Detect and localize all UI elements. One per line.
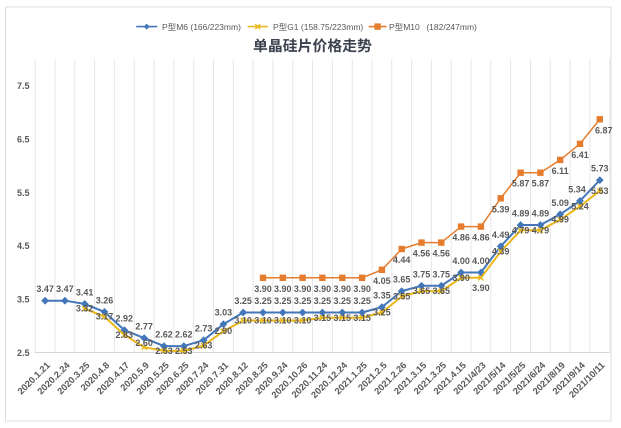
svg-text:4.89: 4.89 bbox=[532, 209, 550, 219]
svg-text:4.56: 4.56 bbox=[413, 249, 431, 259]
svg-text:4.89: 4.89 bbox=[512, 209, 530, 219]
svg-text:3.10: 3.10 bbox=[254, 316, 272, 326]
svg-text:2.77: 2.77 bbox=[135, 322, 153, 332]
svg-text:4.00: 4.00 bbox=[472, 256, 490, 266]
svg-text:2.53: 2.53 bbox=[155, 346, 173, 356]
svg-text:5.5: 5.5 bbox=[17, 188, 30, 198]
svg-text:5.87: 5.87 bbox=[512, 179, 530, 189]
svg-text:3.47: 3.47 bbox=[36, 284, 54, 294]
svg-text:3.17: 3.17 bbox=[96, 312, 114, 322]
svg-text:6.87: 6.87 bbox=[595, 125, 613, 135]
svg-text:3.41: 3.41 bbox=[76, 287, 94, 297]
svg-text:3.26: 3.26 bbox=[96, 295, 114, 305]
svg-text:P: P bbox=[389, 22, 395, 32]
svg-text:3.32: 3.32 bbox=[76, 304, 94, 314]
svg-text:2.53: 2.53 bbox=[175, 346, 193, 356]
svg-text:2.62: 2.62 bbox=[175, 330, 193, 340]
svg-text:3.90: 3.90 bbox=[452, 273, 470, 283]
svg-text:3.75: 3.75 bbox=[433, 269, 451, 279]
svg-text:3.25: 3.25 bbox=[254, 296, 272, 306]
svg-text:3.90: 3.90 bbox=[274, 284, 292, 294]
svg-text:4.5: 4.5 bbox=[17, 241, 30, 251]
svg-text:3.10: 3.10 bbox=[294, 316, 312, 326]
svg-text:6.41: 6.41 bbox=[571, 150, 589, 160]
svg-text:5.39: 5.39 bbox=[492, 204, 510, 214]
svg-text:2.5: 2.5 bbox=[17, 348, 30, 358]
svg-text:3.65: 3.65 bbox=[393, 275, 411, 285]
svg-text:3.55: 3.55 bbox=[393, 292, 411, 302]
svg-text:4.79: 4.79 bbox=[512, 225, 530, 235]
svg-text:6.5: 6.5 bbox=[17, 134, 30, 144]
svg-text:3.25: 3.25 bbox=[294, 296, 312, 306]
svg-text:3.65: 3.65 bbox=[433, 286, 451, 296]
svg-text:P: P bbox=[273, 22, 279, 32]
svg-text:5.24: 5.24 bbox=[571, 201, 589, 211]
svg-text:3.5: 3.5 bbox=[17, 295, 30, 305]
svg-text:4.86: 4.86 bbox=[452, 233, 470, 243]
svg-text:3.25: 3.25 bbox=[234, 296, 252, 306]
svg-text:3.90: 3.90 bbox=[472, 283, 490, 293]
svg-text:3.90: 3.90 bbox=[353, 284, 371, 294]
svg-text:4.99: 4.99 bbox=[551, 215, 569, 225]
svg-text:4.79: 4.79 bbox=[532, 225, 550, 235]
svg-text:3.35: 3.35 bbox=[373, 291, 391, 301]
svg-text:G1 (158.75/223mm): G1 (158.75/223mm) bbox=[287, 22, 363, 32]
svg-text:3.25: 3.25 bbox=[274, 296, 292, 306]
svg-text:5.87: 5.87 bbox=[532, 179, 550, 189]
svg-text:2.63: 2.63 bbox=[195, 341, 213, 351]
svg-text:2.83: 2.83 bbox=[116, 330, 134, 340]
svg-text:4.00: 4.00 bbox=[452, 256, 470, 266]
svg-text:4.56: 4.56 bbox=[433, 249, 451, 259]
svg-text:2.92: 2.92 bbox=[116, 314, 134, 324]
svg-text:3.15: 3.15 bbox=[334, 313, 352, 323]
svg-text:6.11: 6.11 bbox=[552, 166, 569, 176]
svg-text:4.49: 4.49 bbox=[492, 230, 510, 240]
svg-text:3.10: 3.10 bbox=[234, 316, 252, 326]
svg-text:3.15: 3.15 bbox=[314, 313, 332, 323]
svg-text:M6 (166/223mm): M6 (166/223mm) bbox=[176, 22, 241, 32]
svg-text:7.5: 7.5 bbox=[17, 81, 30, 91]
svg-text:3.47: 3.47 bbox=[56, 284, 74, 294]
svg-text:4.44: 4.44 bbox=[393, 255, 411, 265]
svg-text:3.90: 3.90 bbox=[254, 284, 272, 294]
svg-text:2.90: 2.90 bbox=[215, 326, 233, 336]
svg-text:3.90: 3.90 bbox=[334, 284, 352, 294]
svg-text:3.10: 3.10 bbox=[274, 316, 292, 326]
svg-text:2.73: 2.73 bbox=[195, 324, 213, 334]
svg-text:3.25: 3.25 bbox=[314, 296, 332, 306]
svg-text:4.05: 4.05 bbox=[373, 276, 391, 286]
svg-text:3.90: 3.90 bbox=[294, 284, 312, 294]
svg-text:4.39: 4.39 bbox=[492, 247, 510, 257]
svg-text:5.73: 5.73 bbox=[591, 164, 609, 174]
svg-text:3.25: 3.25 bbox=[334, 296, 352, 306]
svg-text:3.25: 3.25 bbox=[373, 308, 391, 318]
svg-text:4.86: 4.86 bbox=[472, 233, 490, 243]
svg-text:2.62: 2.62 bbox=[155, 330, 173, 340]
svg-text:3.25: 3.25 bbox=[353, 296, 371, 306]
svg-text:5.09: 5.09 bbox=[551, 198, 569, 208]
svg-text:5.34: 5.34 bbox=[568, 184, 586, 194]
svg-text:3.75: 3.75 bbox=[413, 269, 431, 279]
svg-text:3.03: 3.03 bbox=[215, 308, 233, 318]
svg-text:5.53: 5.53 bbox=[591, 186, 609, 196]
svg-text:3.90: 3.90 bbox=[314, 284, 332, 294]
svg-text:3.15: 3.15 bbox=[353, 313, 371, 323]
svg-text:2.60: 2.60 bbox=[135, 338, 153, 348]
svg-text:P: P bbox=[162, 22, 168, 32]
svg-text:3.65: 3.65 bbox=[413, 286, 431, 296]
svg-text:M10 (182/247mm): M10 (182/247mm) bbox=[403, 22, 477, 32]
